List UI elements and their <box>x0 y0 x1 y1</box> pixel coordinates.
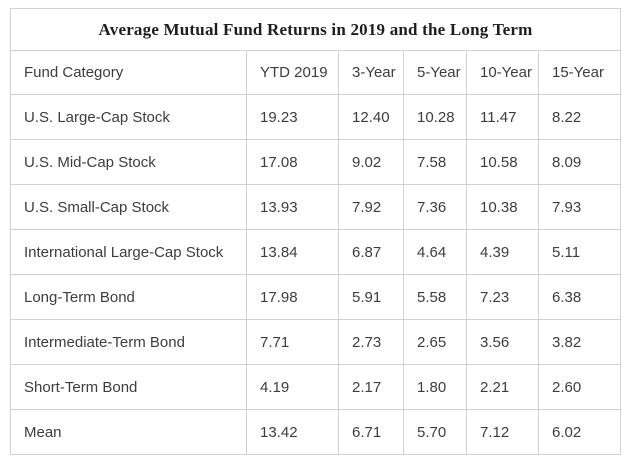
cell-category: Short-Term Bond <box>10 364 247 410</box>
returns-table: Average Mutual Fund Returns in 2019 and … <box>10 8 621 455</box>
cell-value: 7.93 <box>538 184 621 230</box>
cell-category: Intermediate-Term Bond <box>10 319 247 365</box>
cell-value: 6.02 <box>538 409 621 455</box>
cell-value: 2.73 <box>338 319 404 365</box>
cell-value: 13.42 <box>246 409 339 455</box>
cell-value: 4.19 <box>246 364 339 410</box>
cell-value: 7.58 <box>403 139 467 185</box>
cell-value: 2.60 <box>538 364 621 410</box>
cell-category: Long-Term Bond <box>10 274 247 320</box>
title-row: Average Mutual Fund Returns in 2019 and … <box>10 8 621 51</box>
cell-value: 10.38 <box>466 184 539 230</box>
cell-category: U.S. Large-Cap Stock <box>10 94 247 140</box>
row-us-small-cap-stock: U.S. Small-Cap Stock 13.93 7.92 7.36 10.… <box>10 184 621 230</box>
cell-value: 10.28 <box>403 94 467 140</box>
column-header-10-year: 10-Year <box>466 50 539 95</box>
cell-value: 7.23 <box>466 274 539 320</box>
row-long-term-bond: Long-Term Bond 17.98 5.91 5.58 7.23 6.38 <box>10 274 621 320</box>
column-header-15-year: 15-Year <box>538 50 621 95</box>
cell-value: 10.58 <box>466 139 539 185</box>
row-short-term-bond: Short-Term Bond 4.19 2.17 1.80 2.21 2.60 <box>10 364 621 410</box>
cell-value: 2.65 <box>403 319 467 365</box>
column-header-fund-category: Fund Category <box>10 50 247 95</box>
returns-table-container: Average Mutual Fund Returns in 2019 and … <box>10 8 621 455</box>
table-title: Average Mutual Fund Returns in 2019 and … <box>10 8 621 51</box>
cell-value: 3.82 <box>538 319 621 365</box>
cell-value: 13.84 <box>246 229 339 275</box>
row-international-large-cap-stock: International Large-Cap Stock 13.84 6.87… <box>10 229 621 275</box>
cell-value: 9.02 <box>338 139 404 185</box>
row-intermediate-term-bond: Intermediate-Term Bond 7.71 2.73 2.65 3.… <box>10 319 621 365</box>
cell-value: 8.09 <box>538 139 621 185</box>
cell-value: 4.64 <box>403 229 467 275</box>
row-us-mid-cap-stock: U.S. Mid-Cap Stock 17.08 9.02 7.58 10.58… <box>10 139 621 185</box>
cell-value: 5.58 <box>403 274 467 320</box>
cell-value: 7.71 <box>246 319 339 365</box>
cell-category: U.S. Small-Cap Stock <box>10 184 247 230</box>
cell-value: 6.38 <box>538 274 621 320</box>
cell-value: 5.11 <box>538 229 621 275</box>
row-mean: Mean 13.42 6.71 5.70 7.12 6.02 <box>10 409 621 455</box>
cell-value: 7.36 <box>403 184 467 230</box>
cell-value: 5.91 <box>338 274 404 320</box>
cell-value: 17.08 <box>246 139 339 185</box>
cell-value: 7.12 <box>466 409 539 455</box>
cell-value: 7.92 <box>338 184 404 230</box>
cell-value: 2.21 <box>466 364 539 410</box>
cell-value: 6.87 <box>338 229 404 275</box>
cell-value: 13.93 <box>246 184 339 230</box>
cell-value: 2.17 <box>338 364 404 410</box>
cell-category: U.S. Mid-Cap Stock <box>10 139 247 185</box>
cell-value: 4.39 <box>466 229 539 275</box>
cell-value: 6.71 <box>338 409 404 455</box>
cell-value: 5.70 <box>403 409 467 455</box>
header-row: Fund Category YTD 2019 3-Year 5-Year 10-… <box>10 50 621 95</box>
cell-value: 11.47 <box>466 94 539 140</box>
cell-value: 3.56 <box>466 319 539 365</box>
cell-value: 8.22 <box>538 94 621 140</box>
column-header-3-year: 3-Year <box>338 50 404 95</box>
column-header-ytd-2019: YTD 2019 <box>246 50 339 95</box>
row-us-large-cap-stock: U.S. Large-Cap Stock 19.23 12.40 10.28 1… <box>10 94 621 140</box>
cell-value: 12.40 <box>338 94 404 140</box>
cell-value: 19.23 <box>246 94 339 140</box>
cell-value: 17.98 <box>246 274 339 320</box>
cell-category: International Large-Cap Stock <box>10 229 247 275</box>
column-header-5-year: 5-Year <box>403 50 467 95</box>
cell-category: Mean <box>10 409 247 455</box>
cell-value: 1.80 <box>403 364 467 410</box>
